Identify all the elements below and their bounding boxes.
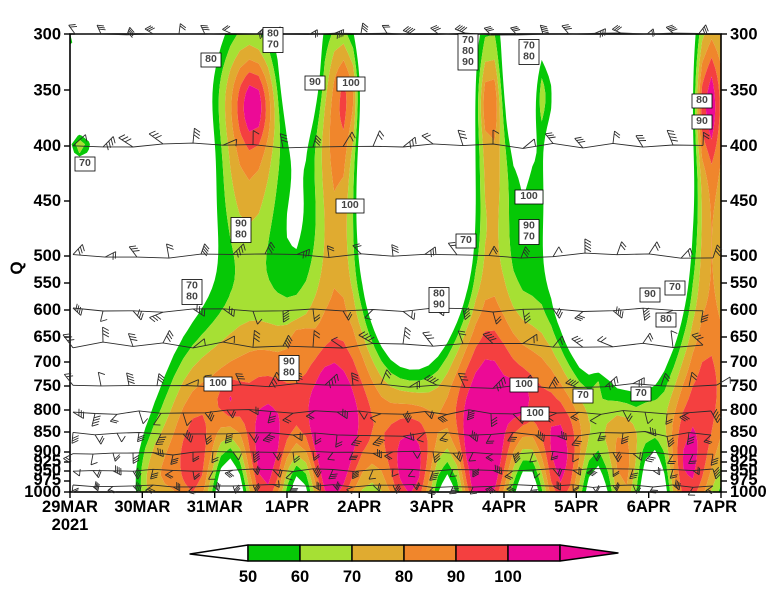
svg-text:100: 100 — [209, 377, 227, 389]
svg-text:750: 750 — [730, 377, 758, 395]
svg-text:70: 70 — [460, 234, 472, 246]
svg-text:Q: Q — [7, 261, 26, 274]
svg-text:90: 90 — [447, 568, 465, 586]
svg-text:80: 80 — [395, 568, 413, 586]
svg-text:80: 80 — [186, 291, 198, 303]
svg-text:29MAR: 29MAR — [42, 498, 98, 516]
svg-text:700: 700 — [33, 353, 61, 371]
svg-text:90: 90 — [644, 288, 656, 300]
svg-text:60: 60 — [291, 568, 309, 586]
svg-text:750: 750 — [33, 377, 61, 395]
svg-text:30MAR: 30MAR — [114, 498, 170, 516]
svg-text:90: 90 — [433, 299, 445, 311]
svg-text:70: 70 — [577, 389, 589, 401]
svg-text:600: 600 — [33, 301, 61, 319]
svg-text:350: 350 — [730, 82, 758, 100]
svg-text:80: 80 — [660, 313, 672, 325]
svg-text:700: 700 — [730, 353, 758, 371]
svg-text:31MAR: 31MAR — [187, 498, 243, 516]
svg-text:500: 500 — [730, 247, 758, 265]
svg-text:850: 850 — [33, 423, 61, 441]
svg-text:550: 550 — [33, 274, 61, 292]
svg-text:50: 50 — [239, 568, 257, 586]
svg-text:400: 400 — [33, 137, 61, 155]
svg-text:800: 800 — [33, 401, 61, 419]
svg-text:4APR: 4APR — [482, 498, 526, 516]
svg-text:7APR: 7APR — [693, 498, 737, 516]
svg-text:80: 80 — [523, 51, 535, 63]
svg-text:100: 100 — [520, 190, 538, 202]
svg-text:800: 800 — [730, 401, 758, 419]
svg-text:400: 400 — [730, 137, 758, 155]
svg-text:2021: 2021 — [52, 516, 89, 534]
svg-text:90: 90 — [309, 76, 321, 88]
svg-text:100: 100 — [526, 407, 544, 419]
svg-text:70: 70 — [267, 39, 279, 51]
svg-text:70: 70 — [669, 281, 681, 293]
svg-text:850: 850 — [730, 423, 758, 441]
svg-text:70: 70 — [343, 568, 361, 586]
svg-text:90: 90 — [696, 115, 708, 127]
svg-text:5APR: 5APR — [554, 498, 598, 516]
svg-text:6APR: 6APR — [627, 498, 671, 516]
svg-text:80: 80 — [205, 53, 217, 65]
svg-text:70: 70 — [635, 387, 647, 399]
svg-text:70: 70 — [79, 157, 91, 169]
svg-text:100: 100 — [341, 199, 359, 211]
svg-text:100: 100 — [515, 378, 533, 390]
svg-text:650: 650 — [730, 328, 758, 346]
svg-text:3APR: 3APR — [410, 498, 454, 516]
svg-text:80: 80 — [235, 229, 247, 241]
svg-text:100: 100 — [494, 568, 522, 586]
svg-text:550: 550 — [730, 274, 758, 292]
svg-text:1APR: 1APR — [265, 498, 309, 516]
svg-text:80: 80 — [283, 367, 295, 379]
svg-text:2APR: 2APR — [337, 498, 381, 516]
svg-text:300: 300 — [33, 26, 61, 44]
svg-text:600: 600 — [730, 301, 758, 319]
svg-text:500: 500 — [33, 247, 61, 265]
svg-text:650: 650 — [33, 328, 61, 346]
svg-text:70: 70 — [523, 231, 535, 243]
svg-text:90: 90 — [462, 56, 474, 68]
svg-text:300: 300 — [730, 26, 758, 44]
svg-text:100: 100 — [342, 77, 360, 89]
svg-text:350: 350 — [33, 82, 61, 100]
svg-text:450: 450 — [33, 192, 61, 210]
svg-text:450: 450 — [730, 192, 758, 210]
svg-text:80: 80 — [696, 94, 708, 106]
